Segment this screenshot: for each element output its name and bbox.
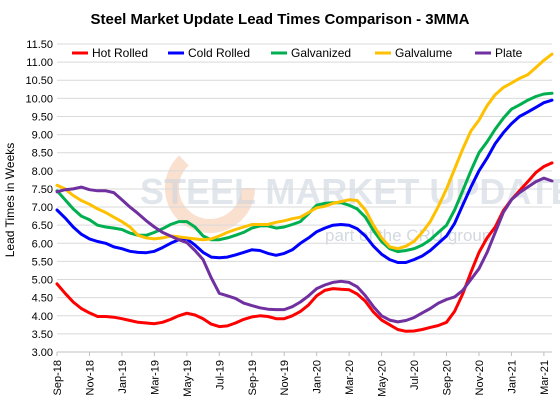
legend-label: Plate	[495, 46, 523, 60]
series-line-galvalume	[55, 52, 554, 251]
y-tick-label: 11.50	[26, 39, 53, 51]
legend-item-plate: Plate	[475, 46, 523, 60]
y-tick-label: 3.00	[32, 347, 53, 359]
y-tick-label: 3.50	[32, 329, 53, 341]
x-axis-ticks: Sep-18 Nov-18 Jan-19 Mar-19 May-19 Jul-19 Sep-…	[52, 352, 551, 397]
y-tick-label: 4.00	[32, 311, 53, 323]
y-tick-label: 7.50	[32, 184, 53, 196]
y-tick-label: 4.50	[32, 293, 53, 305]
x-tick-label: May-20	[377, 360, 389, 397]
x-tick-label: Jul-20	[409, 360, 421, 390]
y-tick-label: 5.50	[32, 256, 53, 268]
x-tick-label: Nov-19	[279, 360, 291, 395]
x-tick-label: Sep-19	[247, 360, 259, 395]
x-tick-label: Jul-19	[214, 360, 226, 390]
legend: Hot Rolled Cold Rolled Galvanized Galvalume…	[72, 46, 523, 60]
y-tick-label: 8.50	[32, 148, 53, 160]
legend-item-hot-rolled: Hot Rolled	[72, 46, 148, 60]
legend-label: Cold Rolled	[188, 46, 250, 60]
series-line-cold-rolled	[55, 98, 554, 264]
x-tick-label: Sep-20	[442, 360, 454, 395]
legend-item-cold-rolled: Cold Rolled	[168, 46, 250, 60]
x-tick-label: Mar-19	[149, 360, 161, 395]
y-tick-label: 9.50	[32, 111, 53, 123]
x-tick-label: Jan-21	[506, 360, 518, 394]
legend-label: Galvanized	[291, 46, 351, 60]
x-tick-label: May-19	[182, 360, 194, 397]
y-tick-label: 10.00	[25, 93, 53, 105]
legend-item-galvanized: Galvanized	[271, 46, 351, 60]
y-tick-label: 7.00	[32, 202, 53, 214]
x-tick-label: Mar-21	[539, 360, 551, 395]
y-axis-ticks: 3.00 3.50 4.00 4.50 5.00 5.50 6.00 6.50 7.00 7.50…	[25, 39, 53, 359]
x-tick-label: Nov-20	[474, 360, 486, 395]
chart-title: Steel Market Update Lead Times Compariso…	[91, 11, 470, 28]
x-tick-label: Jan-20	[312, 360, 324, 394]
legend-item-galvalume: Galvalume	[375, 46, 453, 60]
y-tick-label: 5.00	[32, 275, 53, 287]
y-tick-label: 11.00	[26, 57, 53, 69]
x-tick-label: Mar-20	[344, 360, 356, 395]
y-tick-label: 6.50	[32, 220, 53, 232]
x-tick-label: Sep-18	[52, 360, 64, 395]
y-axis-label: Lead Times in Weeks	[3, 143, 17, 258]
watermark-logo-ring	[165, 143, 255, 233]
series-line-plate	[55, 176, 554, 324]
y-tick-label: 9.00	[32, 130, 53, 142]
x-tick-label: Jan-19	[117, 360, 129, 394]
series-line-hot-rolled	[55, 161, 554, 333]
y-tick-label: 8.00	[32, 166, 53, 178]
legend-label: Galvalume	[395, 46, 453, 60]
watermark-subtitle: part of the CRU group	[325, 226, 491, 245]
x-tick-label: Nov-18	[84, 360, 96, 395]
series-layer	[55, 52, 554, 333]
y-tick-label: 6.00	[32, 238, 53, 250]
y-tick-label: 10.50	[25, 75, 53, 87]
legend-label: Hot Rolled	[92, 46, 148, 60]
